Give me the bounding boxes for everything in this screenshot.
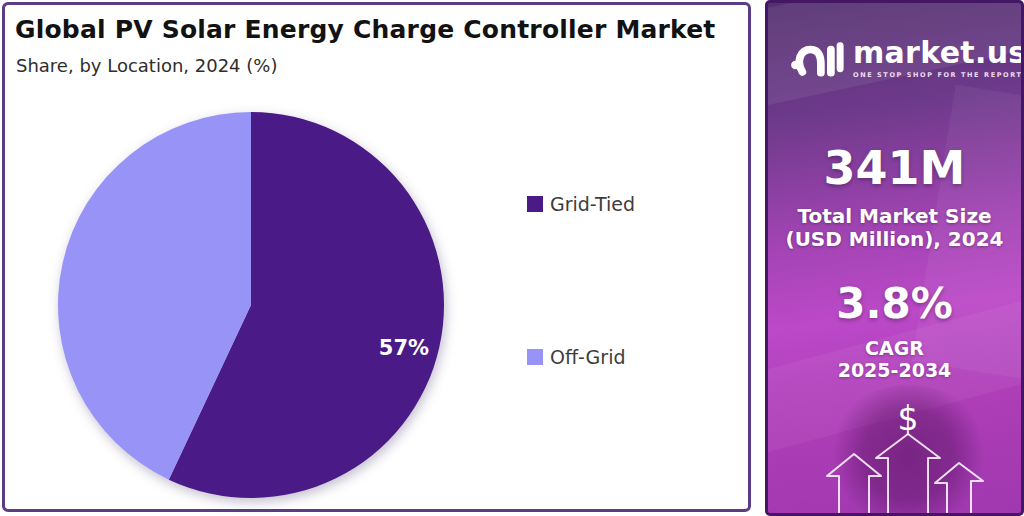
growth-arrows-graphic: $ xyxy=(768,388,1021,513)
stat-market-size-value: 341M xyxy=(768,141,1021,195)
infographic: Global PV Solar Energy Charge Controller… xyxy=(0,0,1024,516)
legend-label-grid-tied: Grid-Tied xyxy=(550,193,635,215)
up-arrow-icon xyxy=(935,463,983,513)
pie-datalabel-grid-tied: 57% xyxy=(369,336,439,360)
chart-subtitle: Share, by Location, 2024 (%) xyxy=(16,55,277,76)
chart-panel: Global PV Solar Energy Charge Controller… xyxy=(2,2,751,512)
up-arrow-icon xyxy=(827,454,881,513)
legend-item-grid-tied: Grid-Tied xyxy=(527,193,635,215)
legend-item-off-grid: Off-Grid xyxy=(527,346,625,368)
stat-cagr-label-line2: 2025-2034 xyxy=(768,359,1021,381)
stat-cagr-value: 3.8% xyxy=(768,279,1021,328)
marketus-logo-icon xyxy=(790,33,844,83)
stat-market-size-label-line2: (USD Million), 2024 xyxy=(768,227,1021,251)
legend-label-off-grid: Off-Grid xyxy=(550,346,625,368)
chart-title: Global PV Solar Energy Charge Controller… xyxy=(15,15,716,44)
dollar-icon: $ xyxy=(898,399,919,438)
pie-chart xyxy=(57,111,445,499)
legend-swatch-grid-tied xyxy=(527,196,543,212)
stat-cagr-label-line1: CAGR xyxy=(768,337,1021,359)
up-arrow-icon xyxy=(876,434,940,513)
brand-sidebar: market.us ONE STOP SHOP FOR THE REPORTS … xyxy=(765,0,1024,516)
pie-slices xyxy=(58,112,444,498)
legend-swatch-off-grid xyxy=(527,349,543,365)
brand-logo: market.us ONE STOP SHOP FOR THE REPORTS xyxy=(790,33,1024,83)
brand-text-block: market.us ONE STOP SHOP FOR THE REPORTS xyxy=(853,38,1024,79)
stat-market-size-label-line1: Total Market Size xyxy=(768,204,1021,228)
brand-tagline: ONE STOP SHOP FOR THE REPORTS xyxy=(853,71,1024,79)
brand-name: market.us xyxy=(853,38,1024,68)
